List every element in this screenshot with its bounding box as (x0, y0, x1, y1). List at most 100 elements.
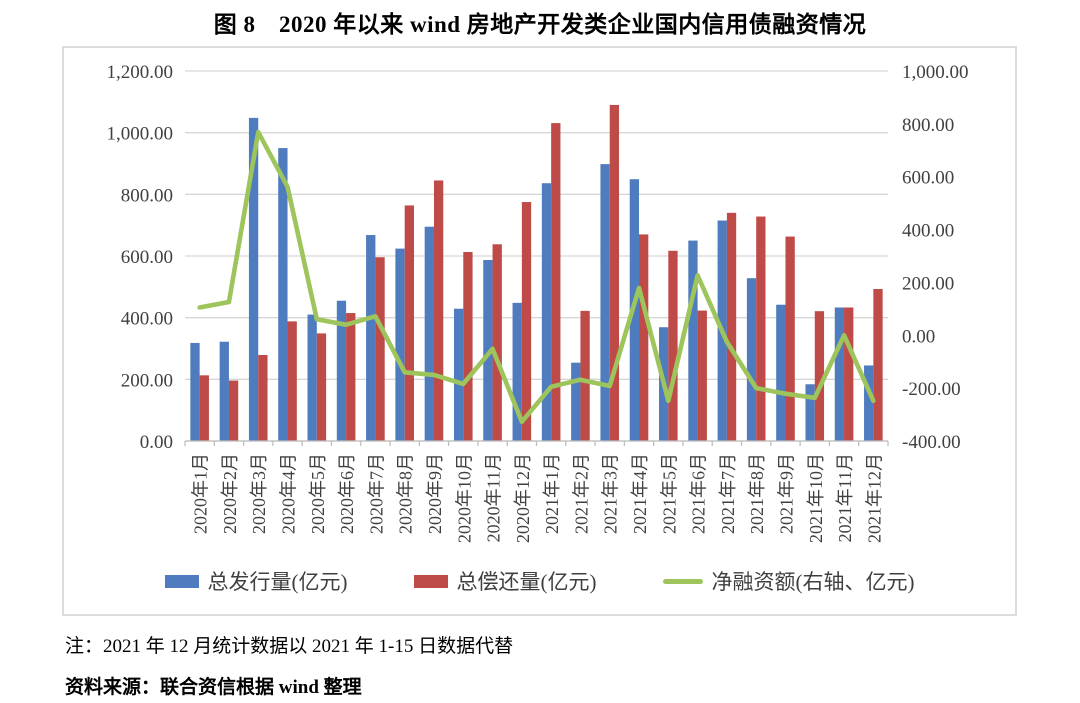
net-financing-line (197, 129, 876, 425)
bar-issuance (864, 365, 874, 441)
right-axis-label: 0.00 (902, 326, 935, 347)
x-axis-category-label: 2021年2月 (571, 453, 591, 534)
x-axis-category-label: 2020年9月 (425, 453, 445, 534)
data-source: 资料来源：联合资信根据 wind 整理 (65, 677, 362, 698)
legend-label-issuance: 总发行量(亿元) (207, 570, 348, 594)
left-axis-label: 1,200.00 (107, 62, 174, 83)
x-axis-category-label: 2021年12月 (864, 453, 884, 543)
bar-repayment (521, 202, 532, 441)
bar-issuance (483, 260, 493, 441)
x-axis-category-label: 2020年8月 (396, 453, 416, 534)
chart-container: 0.00 200.00 400.00 600.00 800.00 1,000.00 1,20… (62, 46, 1017, 616)
left-axis-label: 200.00 (121, 370, 173, 391)
bar-repayment (228, 380, 239, 441)
bar-repayment (199, 375, 209, 441)
bar-issuance (336, 300, 347, 441)
bar-repayment (375, 257, 385, 441)
bar-repayment (492, 244, 502, 441)
bar-repayment (697, 310, 707, 441)
bar-issuance (688, 240, 698, 441)
left-axis-label: 400.00 (121, 309, 173, 330)
repayment-swatch (413, 574, 448, 588)
x-axis-category-label: 2020年3月 (249, 453, 269, 534)
bar-repayment (551, 123, 561, 441)
x-axis-category-label: 2021年7月 (718, 453, 738, 534)
bar-issuance (219, 341, 229, 441)
left-axis-label: 600.00 (121, 247, 173, 268)
bar-issuance (278, 148, 288, 441)
x-axis-category-label: 2021年5月 (659, 453, 679, 534)
x-axis-category-label: 2021年9月 (776, 453, 796, 534)
x-axis-category-label: 2020年5月 (308, 453, 328, 534)
net-financing-swatch (662, 578, 703, 584)
x-axis-category-label: 2020年10月 (454, 453, 474, 543)
bar-repayment (726, 212, 737, 441)
x-axis-category-label: 2021年6月 (689, 453, 709, 534)
bar-repayment (404, 205, 414, 441)
right-axis-label: -400.00 (902, 432, 961, 453)
x-axis-category-label: 2021年4月 (630, 453, 650, 534)
bar-issuance (571, 362, 581, 441)
bar-repayment (346, 313, 356, 441)
bar-repayment (668, 250, 678, 441)
x-axis-category-label: 2020年7月 (366, 453, 386, 534)
chart-canvas: 0.00 200.00 400.00 600.00 800.00 1,000.00 1,20… (107, 62, 969, 543)
bar-issuance (424, 226, 434, 441)
right-axis-label: 600.00 (902, 168, 954, 189)
x-axis-category-label: 2021年1月 (542, 453, 562, 534)
right-axis-label: 1,000.00 (902, 62, 969, 83)
bar-repayment (873, 288, 883, 441)
bar-issuance (746, 278, 757, 441)
issuance-swatch (164, 574, 199, 588)
bar-issuance (834, 307, 845, 441)
x-axis-category-label: 2021年8月 (747, 453, 767, 534)
bar-issuance (190, 342, 200, 441)
bar-issuance (512, 302, 522, 441)
bar-issuance (395, 248, 405, 441)
bar-repayment (316, 333, 327, 441)
right-axis-label: 400.00 (902, 221, 954, 242)
bar-repayment (463, 251, 473, 441)
x-axis-category-label: 2021年3月 (601, 453, 621, 534)
x-axis-category-label: 2020年12月 (513, 453, 533, 543)
x-axis-category-label: 2020年1月 (191, 453, 211, 534)
right-axis-label: -200.00 (902, 379, 961, 400)
x-axis-category-label: 2020年4月 (279, 453, 299, 534)
bar-repayment (814, 311, 825, 441)
legend-item-net-financing: 净融资额(右轴、亿元) (662, 566, 915, 596)
bar-repayment (639, 234, 649, 441)
bar-issuance (453, 308, 464, 441)
page-title: 图 8 2020 年以来 wind 房地产开发类企业国内信用债融资情况 (213, 12, 867, 37)
x-axis-category-label: 2021年10月 (806, 453, 826, 543)
x-axis-category-label: 2020年2月 (220, 453, 240, 534)
bar-repayment (756, 216, 766, 441)
legend-label-net-financing: 净融资额(右轴、亿元) (711, 570, 915, 594)
bar-issuance (776, 304, 786, 441)
bar-issuance (600, 164, 610, 441)
right-axis-label: 800.00 (902, 115, 954, 136)
bar-repayment (844, 307, 854, 441)
legend-item-issuance: 总发行量(亿元) (164, 566, 348, 596)
bar-repayment (287, 321, 297, 441)
x-axis-category-label: 2020年11月 (484, 453, 504, 542)
bar-issuance (805, 384, 815, 441)
bar-repayment (433, 180, 444, 442)
bar-repayment (609, 104, 620, 441)
bar-repayment (785, 236, 795, 441)
left-axis-label: 0.00 (140, 432, 173, 453)
left-axis-label: 800.00 (121, 185, 173, 206)
x-axis-category-label: 2021年11月 (835, 453, 855, 542)
legend-item-repayment: 总偿还量(亿元) (413, 566, 597, 596)
legend-label-repayment: 总偿还量(亿元) (456, 570, 597, 594)
bar-issuance (541, 183, 552, 441)
bar-issuance (307, 314, 317, 441)
chart-note: 注：2021 年 12 月统计数据以 2021 年 1-15 日数据代替 (65, 636, 514, 657)
x-axis-category-label: 2020年6月 (337, 453, 357, 534)
bar-repayment (258, 354, 268, 441)
bar-issuance (366, 235, 376, 441)
bar-repayment (580, 310, 590, 441)
left-axis-label: 1,000.00 (107, 124, 174, 145)
right-axis-label: 200.00 (902, 273, 954, 294)
bar-issuance (248, 117, 259, 441)
chart-legend: 总发行量(亿元) 总偿还量(亿元) 净融资额(右轴、亿元) (164, 566, 915, 596)
